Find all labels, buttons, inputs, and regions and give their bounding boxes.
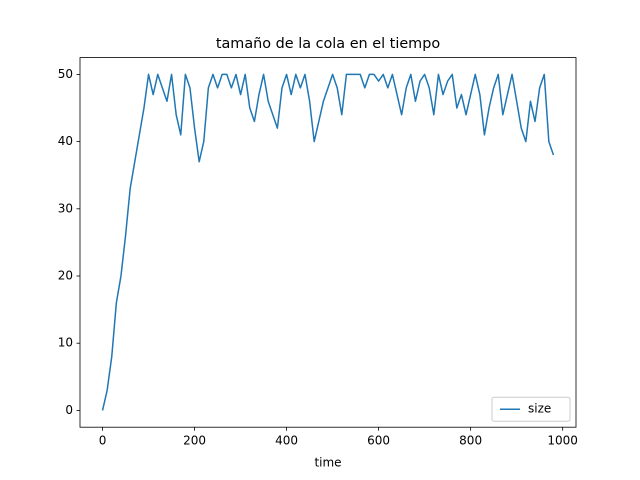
y-tick-label: 0 — [65, 403, 73, 417]
chart-title: tamaño de la cola en el tiempo — [216, 36, 440, 52]
y-tick-label: 40 — [58, 134, 73, 148]
x-axis-label: time — [314, 456, 341, 470]
x-tick-label: 200 — [183, 434, 206, 448]
x-tick-label: 600 — [367, 434, 390, 448]
data-line — [101, 73, 555, 411]
x-tick-label: 0 — [99, 434, 107, 448]
y-tick-label: 30 — [58, 201, 73, 215]
axes-frame — [79, 57, 577, 428]
x-tick-label: 800 — [459, 434, 482, 448]
y-tick-label: 10 — [58, 336, 73, 350]
legend-box — [491, 396, 571, 422]
x-tick-label: 1000 — [547, 434, 578, 448]
x-tick-label: 400 — [275, 434, 298, 448]
legend-label: size — [528, 402, 551, 416]
y-tick-label: 20 — [58, 269, 73, 283]
y-tick-label: 50 — [58, 67, 73, 81]
